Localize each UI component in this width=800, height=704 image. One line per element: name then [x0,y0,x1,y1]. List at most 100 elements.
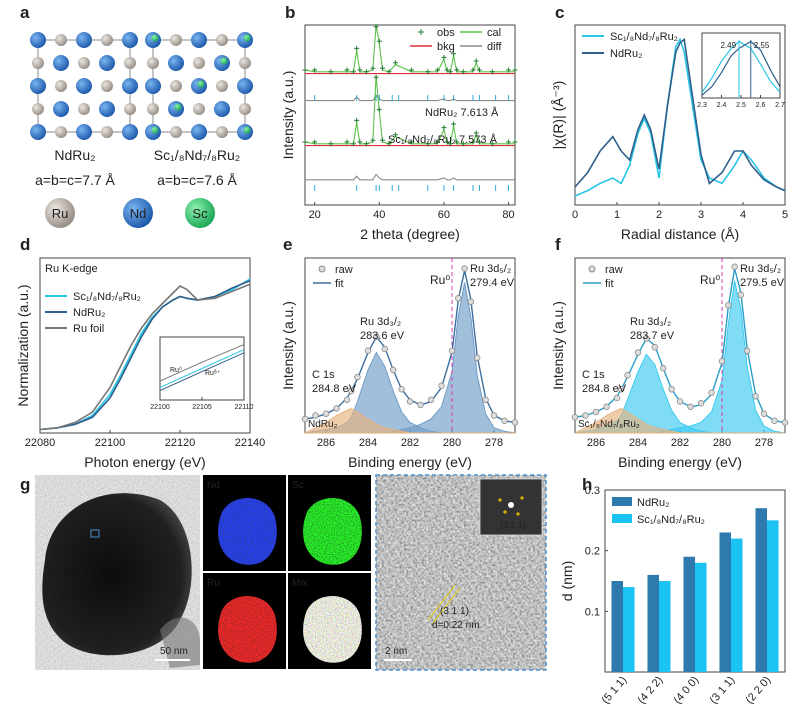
x-tick-label: 284 [629,437,647,449]
x-tick-label: 22100 [95,437,126,449]
legend-swatch [612,514,632,523]
reference-label: Ru⁰ [700,273,720,287]
raw-point [660,365,667,372]
x-tick-label: 2.4 [717,102,727,109]
raw-point [571,414,579,421]
sc-atom [220,57,228,65]
panel-label: g [20,475,30,494]
obs-point [409,67,415,73]
legend-label: fit [335,278,344,290]
obs-point [512,67,518,73]
y-axis-label: d (nm) [559,561,575,601]
fft-label: (3 1 1) [500,520,526,530]
x-tick-label: 22080 [25,437,56,449]
panel-label: e [283,235,292,254]
x-axis-label: 2 theta (degree) [360,226,460,242]
obs-point [354,45,360,51]
x-tick-label: 278 [755,437,773,449]
inset-line [159,349,245,388]
ru-atom [55,34,67,46]
obs-point [392,60,398,66]
obs-point [328,141,334,147]
obs-point [376,107,382,113]
raw-point [752,393,759,400]
obs-point [460,141,466,147]
obs-point [370,65,376,71]
structure-label: Sc₁/₈Nd₇/₈Ru₂ [154,147,241,163]
raw-point [718,358,726,365]
x-tick-label: 4 [740,209,746,221]
raw-point [348,387,355,395]
raw-point [482,396,489,403]
ru-atom [78,57,90,69]
legend-label: raw [335,264,353,276]
eds-label: Nd [207,480,220,491]
panel-label: d [20,235,30,254]
peak-label: Ru 3d₃/₂ [630,316,671,328]
bar [755,508,767,672]
ru-atom [101,80,113,92]
fringe-markers [427,584,461,624]
obs-point [386,141,392,147]
raw-point [333,405,340,412]
obs-point [451,51,457,57]
x-tick-label: (3 1 1) [708,674,738,704]
raw-point [687,403,694,410]
x-tick-label: 22110 [235,404,254,411]
x-axis-label: Binding energy (eV) [618,454,742,470]
legend-label: fit [605,278,614,290]
nd-atom [122,78,138,94]
obs-point [506,67,512,73]
ru-atom [239,103,251,115]
atom-legend-label: Ru [52,206,69,221]
peak-label: C 1s [312,369,335,381]
exafs-line [574,37,786,192]
x-tick-label: 22140 [235,437,266,449]
x-tick-label: 1 [614,209,620,221]
ru-atom [32,103,44,115]
obs-point [354,117,360,123]
obs-point [460,69,466,75]
raw-point [643,335,650,342]
legend-label: cal [487,27,501,39]
raw-point [731,263,738,270]
raw-point [455,295,462,302]
legend-label: obs [437,27,455,39]
x-tick-label: 60 [438,209,450,221]
peak-label: 283.6 eV [360,330,405,342]
inset-label: Ru⁰ [170,366,182,374]
region-marker [90,529,100,538]
x-axis-label: Radial distance (Å) [621,226,739,242]
hrtem-border [375,474,547,671]
obs-point [444,139,450,145]
raw-point [676,398,684,405]
nd-atom [53,55,69,71]
pattern-line [305,173,515,181]
obs-point [373,24,379,30]
panel-label: h [582,475,592,494]
peak-label: 279.4 eV [470,277,515,289]
peak-label: 284.8 eV [312,383,357,395]
nd-atom [53,101,69,117]
obs-point [312,67,318,73]
legend-swatch [418,29,424,35]
atom-legend [185,198,215,228]
raw-point [668,386,675,393]
raw-point [771,417,778,424]
obs-point [363,141,369,147]
raw-point [438,382,445,389]
raw-point [381,345,388,353]
obs-point [425,69,431,75]
x-tick-label: (4 0 0) [672,674,702,704]
pattern-annotation: Sc₁/₈Nd₇/₈Ru₂ 7.573 Å [388,133,498,146]
eds-label: Sc [292,480,304,491]
obs-point [357,139,363,145]
raw-point [781,419,789,426]
obs-point [363,69,369,75]
fft-spots [498,496,524,516]
obs-point [350,69,356,75]
nd-atom [122,124,138,140]
nd-atom [30,78,46,94]
raw-point [467,298,475,305]
x-tick-label: 2 [656,209,662,221]
